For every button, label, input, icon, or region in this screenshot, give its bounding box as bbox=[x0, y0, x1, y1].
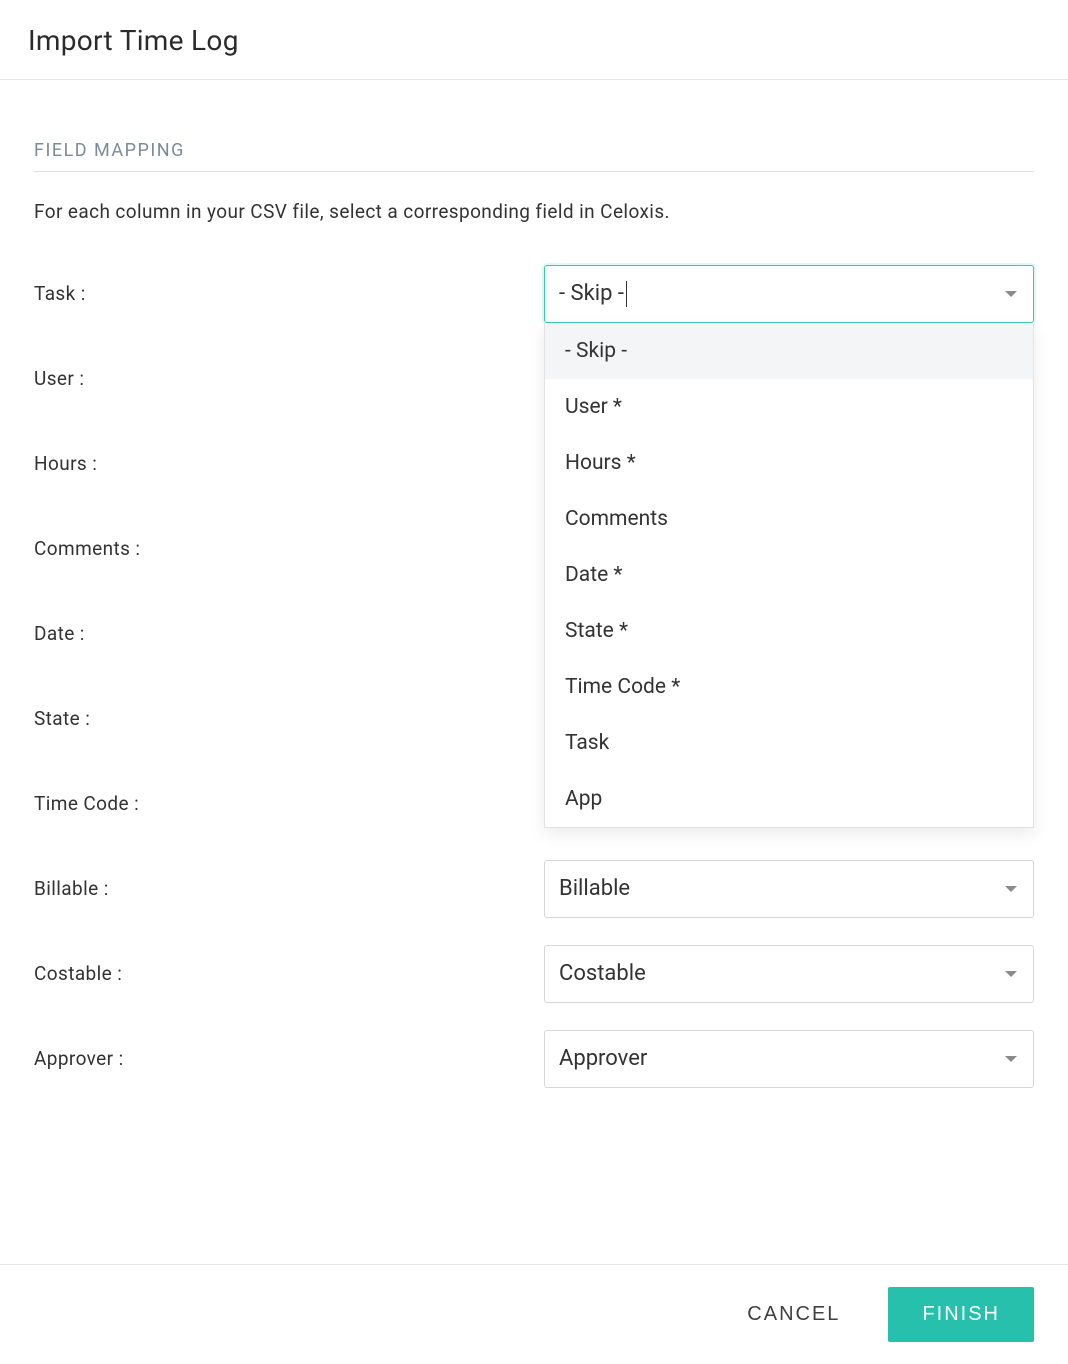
field-select[interactable]: - Skip - bbox=[544, 265, 1034, 323]
field-label: State : bbox=[34, 707, 544, 730]
select-value: Costable bbox=[559, 961, 646, 986]
field-label: Task : bbox=[34, 282, 544, 305]
finish-button[interactable]: FINISH bbox=[888, 1287, 1034, 1342]
chevron-down-icon bbox=[1005, 291, 1017, 297]
dropdown-option[interactable]: Comments bbox=[545, 491, 1033, 547]
chevron-down-icon bbox=[1005, 971, 1017, 977]
dropdown-option[interactable]: State * bbox=[545, 603, 1033, 659]
select-value: Approver bbox=[559, 1046, 647, 1071]
field-row: Task :- Skip -- Skip -User *Hours *Comme… bbox=[34, 251, 1034, 336]
select-dropdown: - Skip -User *Hours *CommentsDate *State… bbox=[544, 323, 1034, 828]
dropdown-option[interactable]: Task bbox=[545, 715, 1033, 771]
field-label: Approver : bbox=[34, 1047, 544, 1070]
dropdown-option[interactable]: User * bbox=[545, 379, 1033, 435]
chevron-down-icon bbox=[1005, 1056, 1017, 1062]
field-select-wrapper: - Skip -- Skip -User *Hours *CommentsDat… bbox=[544, 265, 1034, 323]
cancel-button[interactable]: CANCEL bbox=[743, 1289, 844, 1340]
dropdown-option[interactable]: Hours * bbox=[545, 435, 1033, 491]
field-label: Comments : bbox=[34, 537, 544, 560]
field-label: User : bbox=[34, 367, 544, 390]
field-select[interactable]: Costable bbox=[544, 945, 1034, 1003]
field-label: Billable : bbox=[34, 877, 544, 900]
field-label: Costable : bbox=[34, 962, 544, 985]
dropdown-option[interactable]: App bbox=[545, 771, 1033, 827]
field-select-wrapper: Costable bbox=[544, 945, 1034, 1003]
section-title: FIELD MAPPING bbox=[34, 140, 1034, 172]
select-value: Billable bbox=[559, 876, 630, 901]
section-subtitle: For each column in your CSV file, select… bbox=[34, 200, 1034, 223]
field-select-wrapper: Approver bbox=[544, 1030, 1034, 1088]
field-select-wrapper: Billable bbox=[544, 860, 1034, 918]
footer-bar: CANCEL FINISH bbox=[0, 1264, 1068, 1364]
chevron-down-icon bbox=[1005, 886, 1017, 892]
field-label: Time Code : bbox=[34, 792, 544, 815]
field-row: Approver : Approver bbox=[34, 1016, 1034, 1101]
field-row: Costable : Costable bbox=[34, 931, 1034, 1016]
field-select[interactable]: Billable bbox=[544, 860, 1034, 918]
text-cursor bbox=[626, 281, 627, 307]
field-label: Hours : bbox=[34, 452, 544, 475]
field-label: Date : bbox=[34, 622, 544, 645]
select-value: - Skip - bbox=[559, 281, 624, 306]
field-mapping-rows: Task :- Skip -- Skip -User *Hours *Comme… bbox=[34, 251, 1034, 1101]
field-select[interactable]: Approver bbox=[544, 1030, 1034, 1088]
content-area: FIELD MAPPING For each column in your CS… bbox=[0, 80, 1068, 1101]
dropdown-option[interactable]: Date * bbox=[545, 547, 1033, 603]
dropdown-option[interactable]: - Skip - bbox=[545, 323, 1033, 379]
page-title: Import Time Log bbox=[0, 0, 1068, 79]
field-row: Billable : Billable bbox=[34, 846, 1034, 931]
dropdown-option[interactable]: Time Code * bbox=[545, 659, 1033, 715]
